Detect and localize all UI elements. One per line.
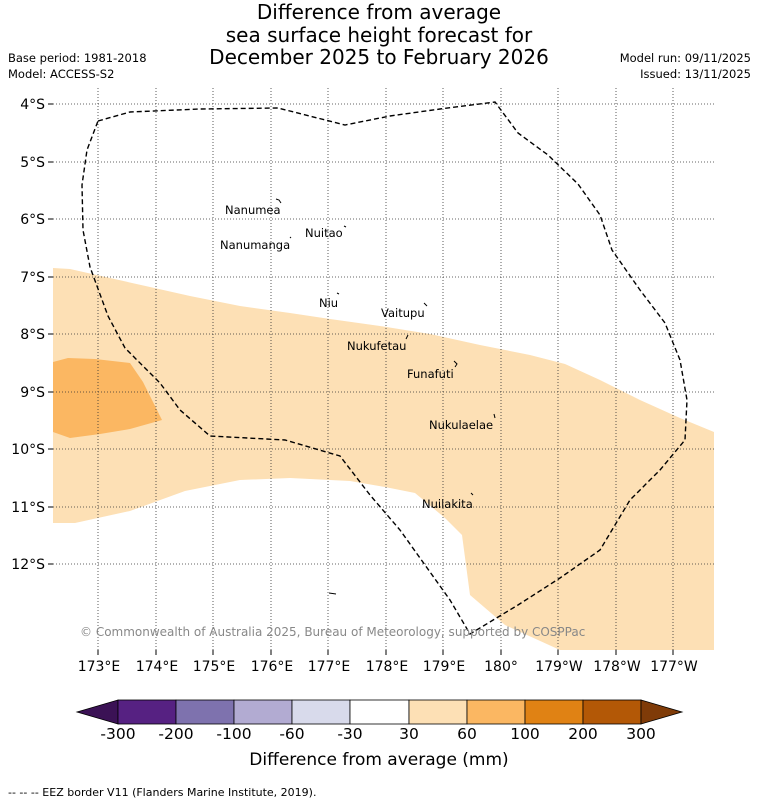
island-nuilakita-shape [470,492,474,496]
eez-legend: -- -- -- EEZ border V11 (Flanders Marine… [8,786,317,799]
lon-label: 173°E [78,659,121,675]
island-nanumea-shape [275,198,282,204]
lon-label: 178°E [366,659,409,675]
lon-label: 175°E [193,659,236,675]
island-south-shape [328,592,337,595]
colorbar-swatch [117,699,177,725]
eez-border [81,101,688,635]
colorbar-tick: 100 [510,725,540,743]
colorbar-tick: 200 [568,725,598,743]
island-label-niu: Niu [319,296,338,310]
island-niu-shape [336,292,340,295]
island-nukulaelae-shape [493,413,496,419]
title-line-2: sea surface height forecast for [225,23,533,47]
island-label-nanumea: Nanumea [225,203,281,217]
island-label-nuitao: Nuitao [305,226,343,240]
colorbar-tick: -30 [337,725,363,743]
island-funafuti-shape [453,360,458,368]
lat-label: 7°S [20,270,45,286]
colorbar-extend-high [640,699,684,725]
island-label-nukufetau: Nukufetau [347,339,406,353]
colorbar-swatch [466,699,526,725]
colorbar-title: Difference from average (mm) [249,750,509,770]
lat-label: 5°S [20,155,45,171]
colorbar-extend-low [75,699,119,725]
lon-label: 177°E [308,659,351,675]
lon-label: 177°W [650,659,698,675]
lon-label: 174°E [136,659,179,675]
island-label-nanumanga: Nanumanga [220,238,290,252]
colorbar-tick: -60 [279,725,305,743]
lon-label: 179°E [423,659,466,675]
colorbar-swatch [582,699,642,725]
colorbar-swatch [175,699,235,725]
lat-label: 11°S [11,500,45,516]
model-run: Model run: 09/11/2025 [619,51,751,65]
lat-label: 12°S [11,557,45,573]
colorbar-tick: 300 [626,725,656,743]
colorbar-swatch [349,699,410,725]
island-nukufetau-shape [405,334,409,340]
anomaly-band-60-100 [53,358,162,438]
lat-ticks [48,103,53,565]
lat-label: 4°S [20,97,45,113]
island-label-nuilakita: Nuilakita [422,497,473,511]
colorbar [75,699,684,725]
colorbar-tick: -200 [158,725,194,743]
lon-label: 180° [484,659,518,675]
title-line-3: December 2025 to February 2026 [209,45,549,69]
lat-label: 6°S [20,212,45,228]
island-vaitupu-shape [423,302,428,307]
colorbar-swatch [291,699,351,725]
anomaly-band-30-60 [53,268,714,650]
colorbar-tick: -100 [216,725,252,743]
model-name: Model: ACCESS-S2 [8,67,115,81]
island-nuitao-shape [343,225,347,228]
colorbar-swatch [408,699,468,725]
lon-ticks [97,650,674,655]
colorbar-swatch [233,699,293,725]
lat-label: 10°S [11,442,45,458]
island-label-vaitupu: Vaitupu [381,306,425,320]
issued-date: Issued: 13/11/2025 [640,67,751,81]
colorbar-tick: 30 [399,725,419,743]
island-shapes [275,198,496,595]
island-label-funafuti: Funafuti [407,367,454,381]
colorbar-tick: 60 [457,725,477,743]
colorbar-tick: -300 [100,725,136,743]
graticule [53,88,714,650]
title-line-1: Difference from average [256,0,502,24]
copyright-note: © Commonwealth of Australia 2025, Bureau… [80,625,585,639]
lon-label: 178°W [593,659,641,675]
lon-label: 179°W [535,659,583,675]
lat-label: 8°S [20,327,45,343]
colorbar-swatch [524,699,584,725]
island-label-nukulaelae: Nukulaelae [429,418,493,432]
lat-label: 9°S [20,385,45,401]
island-nanumanga-shape [289,236,292,239]
lon-label: 176°E [251,659,294,675]
base-period: Base period: 1981-2018 [8,51,147,65]
